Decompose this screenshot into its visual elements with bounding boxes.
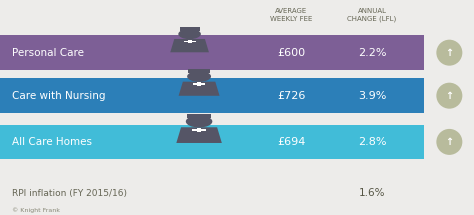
Text: © Knight Frank: © Knight Frank [12,207,60,213]
Text: Personal Care: Personal Care [12,48,84,58]
Text: 1.6%: 1.6% [359,189,385,198]
FancyBboxPatch shape [188,40,191,43]
Text: £726: £726 [277,91,306,101]
FancyBboxPatch shape [0,35,424,70]
Text: ↑: ↑ [445,48,454,58]
Text: All Care Homes: All Care Homes [12,137,92,147]
FancyBboxPatch shape [187,114,211,118]
Text: ↑: ↑ [445,137,454,147]
Text: RPI inflation (FY 2015/16): RPI inflation (FY 2015/16) [12,189,127,198]
Circle shape [187,71,211,82]
FancyBboxPatch shape [192,83,205,85]
Polygon shape [176,127,222,143]
FancyBboxPatch shape [180,28,200,31]
Text: £694: £694 [277,137,306,147]
Circle shape [186,115,212,127]
Text: 3.9%: 3.9% [358,91,386,101]
Ellipse shape [437,129,462,155]
FancyBboxPatch shape [188,69,210,73]
FancyBboxPatch shape [0,78,424,113]
FancyBboxPatch shape [0,125,424,159]
Circle shape [178,29,201,39]
Polygon shape [170,39,209,52]
Ellipse shape [437,40,462,66]
FancyBboxPatch shape [192,129,206,131]
Text: 2.2%: 2.2% [358,48,386,58]
Text: ANNUAL
CHANGE (LFL): ANNUAL CHANGE (LFL) [347,8,397,22]
Text: £600: £600 [277,48,306,58]
FancyBboxPatch shape [183,41,196,42]
Text: 2.8%: 2.8% [358,137,386,147]
FancyBboxPatch shape [197,82,201,86]
FancyBboxPatch shape [197,128,201,132]
Text: AVERAGE
WEEKLY FEE: AVERAGE WEEKLY FEE [270,8,313,22]
Text: ↑: ↑ [445,91,454,101]
Text: Care with Nursing: Care with Nursing [12,91,105,101]
Polygon shape [179,82,219,96]
Ellipse shape [437,83,462,109]
